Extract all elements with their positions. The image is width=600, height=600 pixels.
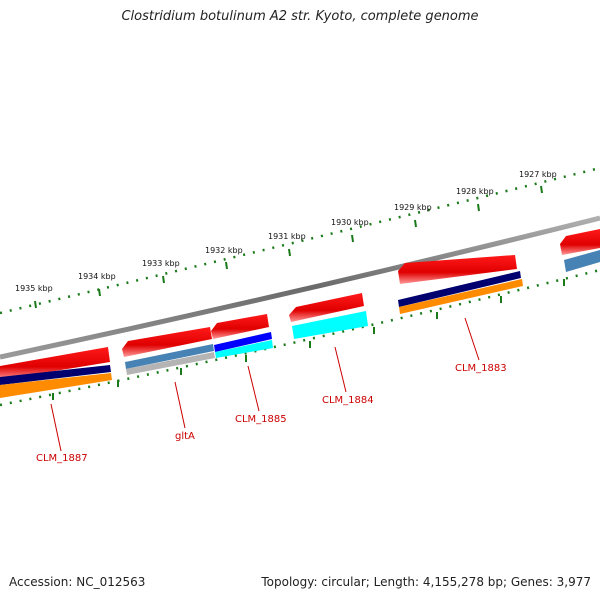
tick-mark: [225, 261, 228, 270]
tick-mark: [540, 185, 543, 194]
genome-summary: Topology: circular; Length: 4,155,278 bp…: [261, 575, 591, 589]
tick-label: 1927 kbp: [519, 170, 557, 179]
cds-arrow: [560, 229, 600, 255]
track-bar: [398, 271, 521, 307]
tick-label: 1933 kbp: [142, 259, 180, 268]
cds-features: [0, 229, 600, 380]
gene-label: CLM_1885: [235, 414, 287, 425]
cds-arrow: [289, 293, 364, 322]
leader-line: [50, 403, 62, 452]
gene-label: CLM_1887: [36, 453, 88, 464]
leader-line: [464, 317, 480, 361]
track-bar: [564, 250, 600, 272]
cds-arrow: [122, 327, 212, 357]
cds-arrow: [211, 314, 269, 339]
tick-label: 1928 kbp: [456, 187, 494, 196]
gene-label: CLM_1884: [322, 395, 374, 406]
label-leaders: [50, 317, 480, 452]
genome-backbone: [0, 215, 600, 360]
cds-arrow: [398, 255, 517, 284]
tick-label: 1932 kbp: [205, 246, 243, 255]
tick-mark: [288, 248, 291, 257]
tick-labels: 1927 kbp 1928 kbp 1929 kbp 1930 kbp 1931…: [15, 170, 557, 293]
gene-labels: CLM_1883 CLM_1884 CLM_1885 gltA CLM_1887: [36, 363, 507, 464]
gene-label: gltA: [175, 431, 195, 442]
track-bar: [214, 332, 272, 352]
track-bar: [125, 344, 214, 369]
tick-label: 1934 kbp: [78, 272, 116, 281]
tick-marks: [34, 185, 565, 400]
map-title: Clostridium botulinum A2 str. Kyoto, com…: [121, 9, 479, 24]
annotation-tracks: [0, 250, 600, 398]
track-bar: [292, 311, 368, 339]
accession-label: Accession: NC_012563: [9, 575, 146, 589]
tick-mark: [477, 203, 480, 212]
track-bar: [215, 340, 273, 358]
leader-line: [174, 381, 186, 429]
outer-tick-ring: [0, 166, 600, 315]
gene-label: CLM_1883: [455, 363, 507, 374]
tick-label: 1931 kbp: [268, 232, 306, 241]
tick-mark: [162, 275, 165, 284]
track-bar: [399, 279, 523, 314]
leader-line: [247, 365, 260, 412]
track-bar: [126, 352, 215, 375]
leader-line: [334, 346, 347, 393]
tick-mark: [414, 219, 417, 228]
tick-mark: [351, 234, 354, 243]
tick-label: 1929 kbp: [394, 203, 432, 212]
tick-mark: [98, 288, 101, 297]
cds-arrow: [0, 347, 110, 380]
track-bar: [0, 365, 111, 385]
tick-label: 1930 kbp: [331, 218, 369, 227]
track-bar: [0, 373, 112, 398]
tick-label: 1935 kbp: [15, 284, 53, 293]
tick-mark: [34, 300, 37, 309]
